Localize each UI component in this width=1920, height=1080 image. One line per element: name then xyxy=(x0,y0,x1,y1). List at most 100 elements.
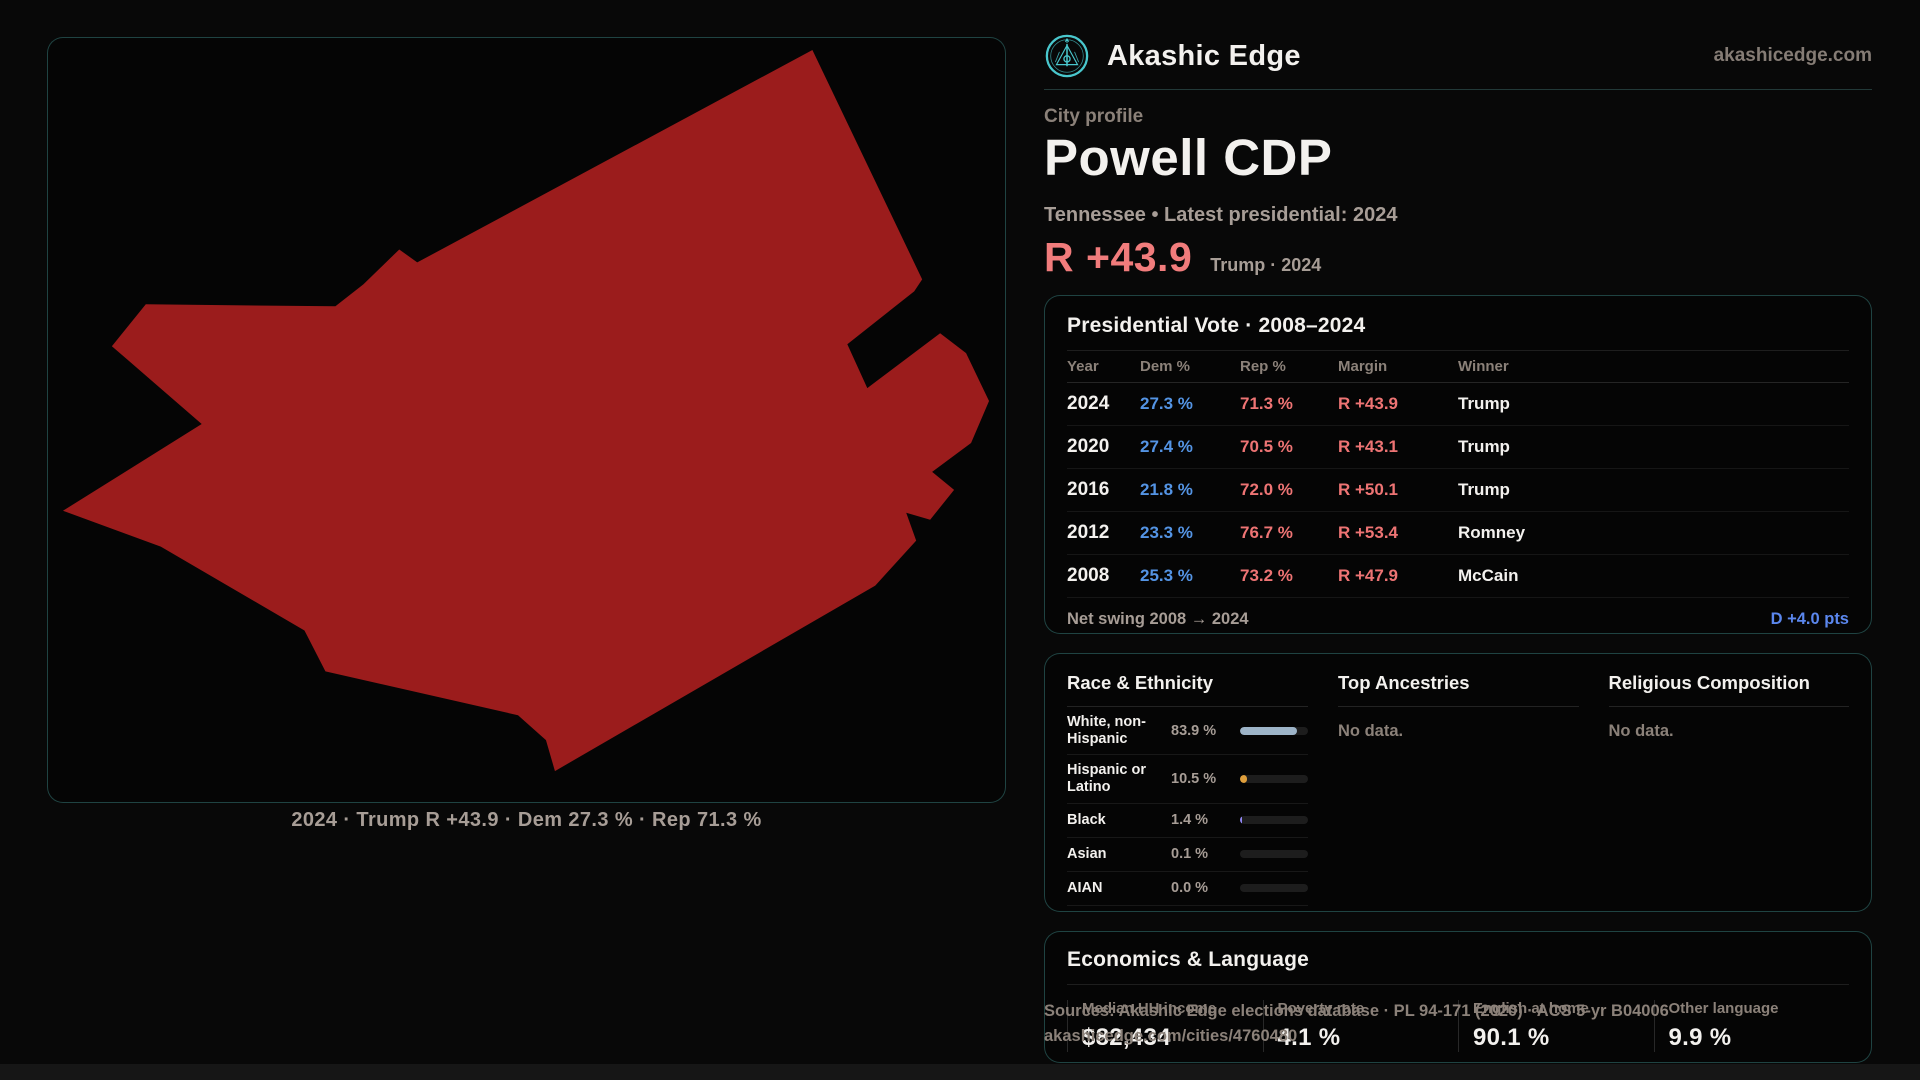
race-label: AIAN xyxy=(1067,879,1103,896)
race-ethnicity-title: Race & Ethnicity xyxy=(1067,672,1308,707)
race-bar-track xyxy=(1240,850,1308,859)
cell-year: 2024 xyxy=(1067,393,1110,414)
cell-margin: R +50.1 xyxy=(1338,480,1399,499)
brand-name: Akashic Edge xyxy=(1107,39,1301,72)
cell-year: 2020 xyxy=(1067,436,1110,457)
stat-block: English at home 90.1 % xyxy=(1458,1000,1654,1052)
cell-rep: 73.2 % xyxy=(1240,566,1293,585)
race-bar-fill xyxy=(1240,726,1297,735)
race-bar-track xyxy=(1240,884,1308,893)
economics-card-title: Economics & Language xyxy=(1067,948,1310,971)
header-divider xyxy=(1044,89,1872,90)
divider xyxy=(1067,984,1849,985)
cell-rep: 71.3 % xyxy=(1240,394,1293,413)
brand-domain: akashicedge.com xyxy=(1713,45,1872,66)
top-ancestries-column: Top Ancestries No data. xyxy=(1338,672,1579,906)
page-subtitle: Tennessee • Latest presidential: 2024 xyxy=(1044,204,1398,226)
race-bar-fill xyxy=(1240,816,1242,825)
map-caption: 2024 · Trump R +43.9 · Dem 27.3 % · Rep … xyxy=(291,809,762,831)
cell-margin: R +43.9 xyxy=(1338,394,1399,413)
race-value: 0.0 % xyxy=(1171,880,1209,897)
religious-composition-column: Religious Composition No data. xyxy=(1608,672,1849,906)
cell-year: 2008 xyxy=(1067,565,1110,586)
race-row: Black 1.4 % xyxy=(1067,804,1308,838)
cdp-boundary-map xyxy=(62,49,990,772)
stat-label: Other language xyxy=(1668,1000,1779,1017)
race-bar-track xyxy=(1240,726,1308,735)
cell-dem: 25.3 % xyxy=(1140,566,1193,585)
cell-winner: Trump xyxy=(1458,437,1510,456)
stat-label: English at home xyxy=(1473,1000,1589,1017)
race-label: Black xyxy=(1067,811,1106,828)
stat-value: $82,434 xyxy=(1082,1024,1171,1051)
page-footer: Sources: Akashic Edge elections database… xyxy=(1044,999,1669,1049)
race-label: White, non-Hispanic xyxy=(1067,714,1146,747)
cell-winner: Romney xyxy=(1458,523,1526,542)
cell-margin: R +43.1 xyxy=(1338,437,1399,456)
presidential-table: Year Dem % Rep % Margin Winner 2024 27.3 % 71.3… xyxy=(1067,351,1849,598)
cell-margin: R +47.9 xyxy=(1338,566,1399,585)
net-swing-value: D +4.0 pts xyxy=(1770,609,1849,628)
column-header: Margin xyxy=(1338,358,1388,375)
brand-header: Akashic Edge akashicedge.com xyxy=(1044,28,1872,84)
cdp-shape xyxy=(62,49,990,772)
race-value: 10.5 % xyxy=(1171,771,1217,788)
net-swing-label: Net swing 2008 → 2024 xyxy=(1067,609,1249,628)
cell-margin: R +53.4 xyxy=(1338,523,1399,542)
cell-winner: Trump xyxy=(1458,394,1510,413)
presidential-card-title: Presidential Vote · 2008–2024 xyxy=(1067,314,1366,337)
cell-dem: 21.8 % xyxy=(1140,480,1193,499)
cell-dem: 27.3 % xyxy=(1140,394,1193,413)
stat-value: 4.1 % xyxy=(1277,1024,1341,1051)
demographics-card: Race & Ethnicity White, non-Hispanic 83.9… xyxy=(1044,653,1872,912)
permalink: akashicedge.com/cities/4760480 xyxy=(1044,1027,1298,1045)
cell-dem: 27.4 % xyxy=(1140,437,1193,456)
race-ethnicity-column: Race & Ethnicity White, non-Hispanic 83.9… xyxy=(1067,672,1308,906)
table-row: 2024 27.3 % 71.3 % R +43.9 Trump xyxy=(1067,383,1849,426)
race-bar-track xyxy=(1240,775,1308,784)
akashic-edge-logo-icon xyxy=(1045,34,1089,78)
cell-rep: 70.5 % xyxy=(1240,437,1293,456)
race-row: White, non-Hispanic 83.9 % xyxy=(1067,707,1308,756)
economics-card: Economics & Language Median HH income $82… xyxy=(1044,931,1872,1063)
race-row: Asian 0.1 % xyxy=(1067,838,1308,872)
cell-winner: McCain xyxy=(1458,566,1519,585)
eyebrow-label: City profile xyxy=(1044,106,1144,127)
stat-label: Median HH income xyxy=(1082,1000,1217,1017)
race-label: Hispanic or Latino xyxy=(1067,762,1146,796)
race-row: Hispanic or Latino 10.5 % xyxy=(1067,755,1308,804)
table-row: 2016 21.8 % 72.0 % R +50.1 Trump xyxy=(1067,469,1849,512)
column-header: Year xyxy=(1067,358,1099,375)
stat-block: Other language 9.9 % xyxy=(1653,1000,1850,1052)
table-row: 2008 25.3 % 73.2 % R +47.9 McCain xyxy=(1067,555,1849,598)
stat-value: 90.1 % xyxy=(1473,1024,1550,1051)
cell-rep: 72.0 % xyxy=(1240,480,1293,499)
net-swing-row: Net swing 2008 → 2024 D +4.0 pts xyxy=(1067,598,1849,640)
race-value: 1.4 % xyxy=(1171,812,1209,829)
race-rows: White, non-Hispanic 83.9 % Hispanic or Lat… xyxy=(1067,707,1308,906)
headline-margin: R +43.9 Trump · 2024 xyxy=(1044,234,1321,281)
table-row: 2020 27.4 % 70.5 % R +43.1 Trump xyxy=(1067,426,1849,469)
cell-dem: 23.3 % xyxy=(1140,523,1193,542)
race-value: 83.9 % xyxy=(1171,722,1217,739)
sources-line: Sources: Akashic Edge elections database… xyxy=(1044,1002,1669,1020)
ancestries-no-data: No data. xyxy=(1338,722,1404,740)
race-label: Asian xyxy=(1067,845,1107,862)
race-bar-track xyxy=(1240,816,1308,825)
column-header: Rep % xyxy=(1240,358,1286,375)
bottom-strip xyxy=(0,1064,1920,1080)
table-header-row: Year Dem % Rep % Margin Winner xyxy=(1067,351,1849,383)
stat-block: Poverty rate 4.1 % xyxy=(1262,1000,1459,1052)
stat-value: 9.9 % xyxy=(1668,1024,1732,1051)
table-row: 2012 23.3 % 76.7 % R +53.4 Romney xyxy=(1067,512,1849,555)
margin-context: Trump · 2024 xyxy=(1210,255,1322,275)
top-ancestries-title: Top Ancestries xyxy=(1338,672,1579,707)
race-value: 0.1 % xyxy=(1171,846,1209,863)
stat-label: Poverty rate xyxy=(1277,1000,1365,1017)
column-header: Winner xyxy=(1458,358,1509,375)
cell-rep: 76.7 % xyxy=(1240,523,1293,542)
margin-value: R +43.9 xyxy=(1044,234,1193,280)
cell-year: 2016 xyxy=(1067,479,1110,500)
race-row: AIAN 0.0 % xyxy=(1067,872,1308,906)
page-title: Powell CDP xyxy=(1044,129,1333,186)
